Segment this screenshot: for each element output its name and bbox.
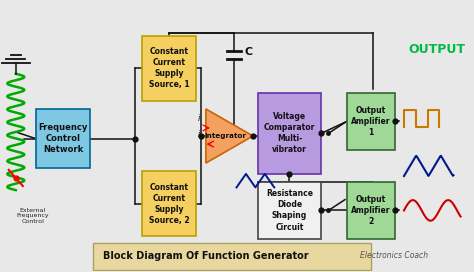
FancyBboxPatch shape [36, 109, 91, 168]
FancyBboxPatch shape [347, 93, 394, 150]
Text: Resistance
Diode
Shaping
Circuit: Resistance Diode Shaping Circuit [266, 189, 313, 231]
Text: Integrator: Integrator [205, 133, 246, 139]
Text: C: C [245, 47, 253, 57]
Text: Block Diagram Of Function Generator: Block Diagram Of Function Generator [103, 251, 309, 261]
Text: i: i [198, 114, 200, 123]
Text: External
Frequency
Control: External Frequency Control [17, 208, 49, 224]
FancyBboxPatch shape [347, 182, 394, 239]
FancyBboxPatch shape [258, 182, 321, 239]
FancyBboxPatch shape [258, 93, 321, 174]
FancyBboxPatch shape [93, 243, 371, 270]
Text: Output
Amplifier
2: Output Amplifier 2 [351, 195, 391, 226]
Text: OUTPUT: OUTPUT [409, 43, 465, 56]
Text: i: i [198, 130, 200, 139]
Text: Voltage
Comparator
Multi-
vibrator: Voltage Comparator Multi- vibrator [264, 112, 315, 154]
Text: Constant
Current
Supply
Source, 1: Constant Current Supply Source, 1 [149, 47, 190, 89]
Text: Output
Amplifier
1: Output Amplifier 1 [351, 106, 391, 137]
FancyBboxPatch shape [142, 171, 196, 236]
Text: Electronics Coach: Electronics Coach [360, 251, 428, 260]
Polygon shape [206, 109, 253, 163]
FancyBboxPatch shape [142, 36, 196, 101]
Text: Constant
Current
Supply
Source, 2: Constant Current Supply Source, 2 [149, 183, 190, 225]
Text: Frequency
Control
Network: Frequency Control Network [38, 123, 88, 154]
